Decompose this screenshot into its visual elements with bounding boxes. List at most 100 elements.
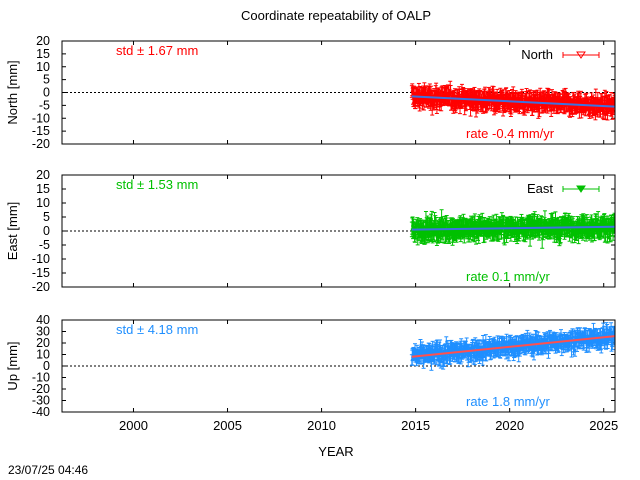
data-point xyxy=(425,232,428,235)
data-point xyxy=(439,349,442,352)
y-tick-label: -5 xyxy=(39,238,50,252)
east-series xyxy=(409,209,615,249)
panel-frame xyxy=(61,40,616,145)
data-point xyxy=(437,360,440,363)
east-legend-label: East xyxy=(527,181,553,196)
data-point xyxy=(506,96,509,99)
y-tick-label: -40 xyxy=(32,405,50,419)
data-point xyxy=(563,107,566,110)
data-point xyxy=(416,225,419,228)
data-point xyxy=(538,233,541,236)
north-legend-label: North xyxy=(521,47,553,62)
data-point xyxy=(475,344,478,347)
y-tick-label: 15 xyxy=(36,47,50,61)
data-point xyxy=(474,341,477,344)
data-point xyxy=(440,229,443,232)
data-point xyxy=(422,100,425,103)
data-point xyxy=(442,357,445,360)
data-point xyxy=(581,223,584,226)
data-point xyxy=(471,344,474,347)
data-point xyxy=(435,104,438,107)
east-trend-line xyxy=(411,225,615,231)
data-point xyxy=(445,340,448,343)
data-point xyxy=(451,225,454,228)
data-point xyxy=(445,222,448,225)
chart-title: Coordinate repeatability of OALP xyxy=(241,8,431,23)
data-point xyxy=(429,100,432,103)
data-point xyxy=(605,108,608,111)
data-point xyxy=(438,348,441,351)
data-point xyxy=(502,97,505,100)
data-point xyxy=(526,228,529,231)
north-std-label: std ± 1.67 mm xyxy=(116,43,198,58)
east-rate-label: rate 0.1 mm/yr xyxy=(466,269,550,284)
data-point xyxy=(552,98,555,101)
data-point xyxy=(477,346,480,349)
data-point xyxy=(508,94,511,97)
y-tick-label: 5 xyxy=(43,73,50,87)
data-point xyxy=(444,232,447,235)
data-point xyxy=(438,357,441,360)
y-tick-label: -20 xyxy=(32,280,50,294)
data-point xyxy=(549,100,552,103)
data-point xyxy=(559,232,562,235)
data-point xyxy=(418,101,421,104)
data-point xyxy=(601,228,604,231)
data-point xyxy=(419,344,422,347)
data-point xyxy=(569,222,572,225)
data-point xyxy=(473,231,476,234)
data-point xyxy=(603,221,606,224)
data-point xyxy=(413,347,416,350)
data-point xyxy=(523,106,526,109)
east-std-label: std ± 1.53 mm xyxy=(116,177,198,192)
data-point xyxy=(613,221,615,224)
data-point xyxy=(605,96,608,99)
data-point xyxy=(433,231,436,234)
data-point xyxy=(594,111,597,114)
data-point xyxy=(449,356,452,359)
data-point xyxy=(590,220,593,223)
data-point xyxy=(419,92,422,95)
legend-marker xyxy=(576,51,586,59)
data-point xyxy=(563,232,566,235)
data-point xyxy=(446,355,449,358)
y-tick-label: 0 xyxy=(43,359,50,373)
data-point xyxy=(608,231,611,234)
north-series xyxy=(409,80,615,121)
data-point xyxy=(448,349,451,352)
data-point xyxy=(451,236,454,239)
y-tick-label: 20 xyxy=(36,168,50,182)
y-tick-label: 5 xyxy=(43,210,50,224)
data-point xyxy=(608,99,611,102)
data-point xyxy=(606,100,609,103)
y-tick-label: 10 xyxy=(36,60,50,74)
data-point xyxy=(599,109,602,112)
y-tick-label: -15 xyxy=(32,124,50,138)
y-tick-label: 0 xyxy=(43,224,50,238)
y-tick-label: -15 xyxy=(32,266,50,280)
y-tick-label: -10 xyxy=(32,371,50,385)
data-point xyxy=(584,224,587,227)
data-point xyxy=(546,106,549,109)
data-point xyxy=(597,218,600,221)
data-point xyxy=(541,237,544,240)
y-tick-label: 10 xyxy=(36,348,50,362)
y-tick-label: 40 xyxy=(36,313,50,327)
data-point xyxy=(455,234,458,237)
north-rate-label: rate -0.4 mm/yr xyxy=(466,126,555,141)
data-point xyxy=(606,229,609,232)
y-tick-label: 20 xyxy=(36,336,50,350)
data-point xyxy=(606,236,609,239)
data-point xyxy=(557,232,560,235)
data-point xyxy=(604,99,607,102)
data-point xyxy=(613,100,615,103)
y-tick-label: 10 xyxy=(36,196,50,210)
data-point xyxy=(538,108,541,111)
y-tick-label: -10 xyxy=(32,111,50,125)
data-point xyxy=(469,107,472,110)
data-point xyxy=(431,105,434,108)
data-point xyxy=(443,358,446,361)
